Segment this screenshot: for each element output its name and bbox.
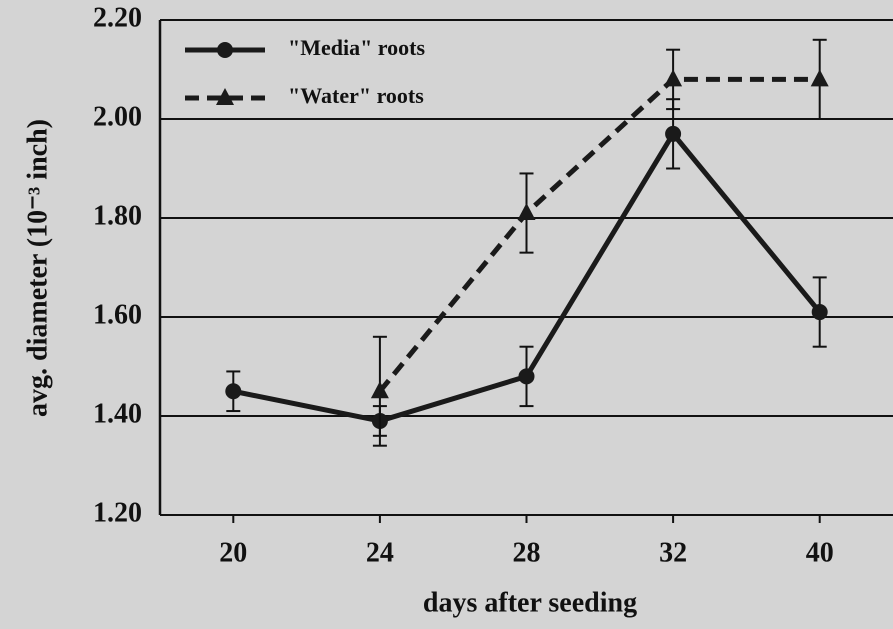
- y-tick-label: 2.00: [93, 101, 142, 132]
- legend-marker: [217, 42, 233, 58]
- data-point: [665, 125, 682, 142]
- series-line: [377, 76, 820, 393]
- x-tick-label: 28: [513, 537, 541, 568]
- y-tick-label: 1.40: [93, 398, 142, 429]
- x-tick-label: 20: [219, 537, 247, 568]
- data-point: [664, 69, 683, 87]
- data-point: [517, 203, 536, 221]
- data-point: [370, 381, 389, 399]
- x-tick-label: 40: [806, 537, 834, 568]
- y-tick-label: 1.80: [93, 200, 142, 231]
- data-point: [225, 383, 242, 400]
- y-axis-label: avg. diameter (10⁻³ inch): [22, 119, 53, 417]
- legend-marker: [216, 88, 234, 105]
- x-tick-label: 32: [659, 537, 687, 568]
- legend-label: "Media" roots: [288, 35, 425, 60]
- y-tick-label: 1.20: [93, 497, 142, 528]
- x-tick-label: 24: [366, 537, 394, 568]
- legend-label: "Water" roots: [288, 83, 424, 108]
- x-axis-label: days after seeding: [423, 587, 637, 618]
- y-tick-label: 2.20: [93, 2, 142, 33]
- data-point: [811, 304, 828, 321]
- y-tick-label: 1.60: [93, 299, 142, 330]
- data-point: [810, 69, 829, 87]
- data-point: [518, 368, 535, 385]
